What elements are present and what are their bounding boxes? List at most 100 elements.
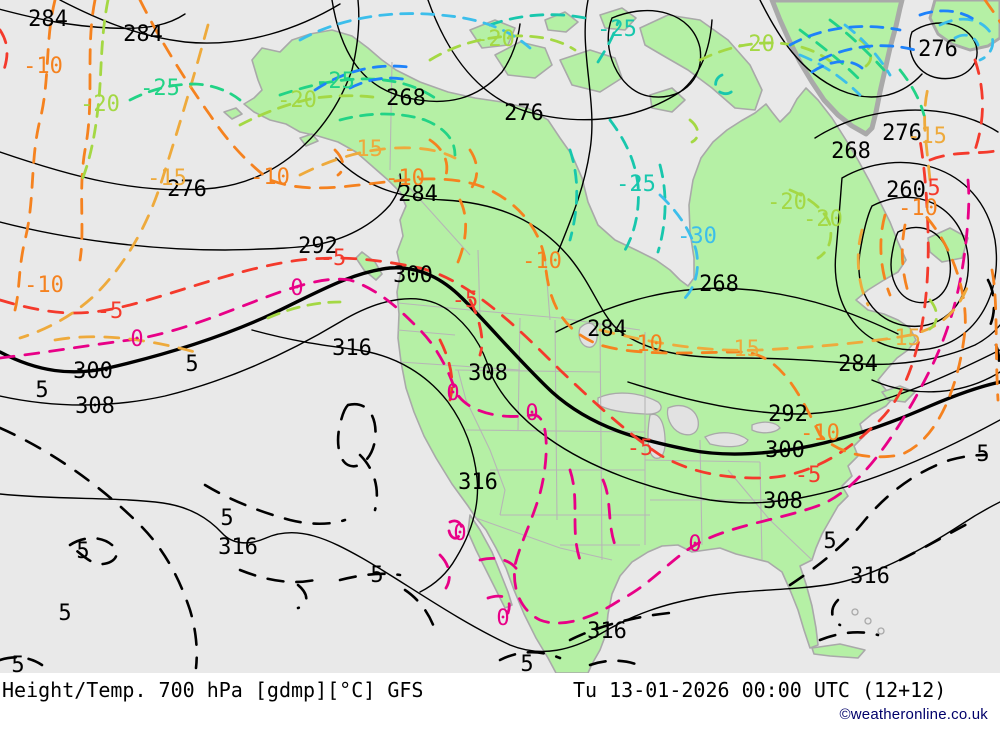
contour-label--20: -20 bbox=[277, 88, 317, 113]
contour-label--25: -25 bbox=[616, 172, 656, 197]
contour-label-308: 308 bbox=[75, 394, 115, 419]
temp-contours-minus5 bbox=[0, 28, 1000, 480]
contour-label--10: -10 bbox=[522, 249, 562, 274]
contour-label-5: 5 bbox=[11, 653, 24, 673]
lake-erie bbox=[704, 432, 749, 448]
contour-label-0: 0 bbox=[688, 532, 701, 557]
contour-label-5: 5 bbox=[370, 563, 383, 588]
contour-label--5: -5 bbox=[452, 288, 479, 313]
map-title: Height/Temp. 700 hPa [gdmp][°C] GFS bbox=[2, 678, 424, 702]
contour-label-300: 300 bbox=[765, 438, 805, 463]
contour-label-292: 292 bbox=[768, 402, 808, 427]
contour-label-5: 5 bbox=[520, 652, 533, 673]
aleutian-island bbox=[223, 107, 243, 120]
contour-label-276: 276 bbox=[882, 121, 922, 146]
contour-label-5: 5 bbox=[76, 539, 89, 564]
contour-meridional bbox=[557, 0, 593, 253]
contour-276-west bbox=[0, 0, 360, 191]
contour-284-b bbox=[59, 0, 341, 44]
contour-label--10: -10 bbox=[385, 166, 425, 191]
contour-label--5: -5 bbox=[97, 299, 124, 324]
contour-label-268: 268 bbox=[699, 272, 739, 297]
low-arc-top bbox=[814, 109, 999, 139]
contour-label--20: -20 bbox=[80, 92, 120, 117]
arctic-island-3 bbox=[544, 11, 579, 33]
contour-label--30: -30 bbox=[677, 224, 717, 249]
low-arc-bottom bbox=[871, 371, 1000, 393]
low-ring-mid bbox=[858, 196, 970, 328]
contour-label-5: 5 bbox=[823, 529, 836, 554]
contour-label-316: 316 bbox=[850, 564, 890, 589]
temp-contours-minus35 bbox=[313, 9, 977, 92]
contour-label-5: 5 bbox=[220, 506, 233, 531]
contour-label-0: 0 bbox=[290, 276, 303, 301]
contour-label-0: 0 bbox=[525, 401, 538, 426]
contour-label--10: -10 bbox=[623, 332, 663, 357]
contour-284-a bbox=[0, 8, 186, 30]
contour-268-hudson bbox=[555, 287, 899, 335]
contour-label-5: 5 bbox=[927, 176, 940, 201]
contour-label--10: -10 bbox=[250, 165, 290, 190]
contour-label-284: 284 bbox=[587, 317, 627, 342]
bahamas-3 bbox=[877, 627, 885, 635]
low-ring-outer bbox=[834, 161, 997, 351]
contour-label--5: -5 bbox=[795, 463, 822, 488]
contour-308-long bbox=[0, 298, 1000, 504]
temp-contours-minus25-teal bbox=[488, 13, 736, 257]
contour-label-300: 300 bbox=[393, 263, 433, 288]
arctic-oval bbox=[607, 9, 702, 98]
contour-map-canvas: 284 284 268 276 276 284 292 300 316 308 316 300 308 2… bbox=[0, 0, 1000, 673]
contour-label--20: -20 bbox=[767, 190, 807, 215]
contour-label--20: -20 bbox=[475, 27, 515, 52]
contour-label--25: -25 bbox=[315, 69, 355, 94]
contour-label-316: 316 bbox=[218, 535, 258, 560]
contour-label-0: 0 bbox=[446, 381, 459, 406]
contour-label--15: -15 bbox=[720, 337, 760, 362]
temp-contours-minus25 bbox=[128, 18, 926, 157]
contour-label--25: -25 bbox=[140, 76, 180, 101]
lake-ontario bbox=[751, 421, 781, 434]
contour-label-276: 276 bbox=[504, 101, 544, 126]
contour-284-long bbox=[335, 157, 1000, 366]
lake-huron bbox=[666, 405, 699, 436]
contour-316-south bbox=[0, 493, 1000, 653]
contour-label-5: 5 bbox=[185, 352, 198, 377]
contour-label--15: -15 bbox=[147, 166, 187, 191]
contour-292-east bbox=[627, 349, 1000, 415]
contour-label-284: 284 bbox=[28, 7, 68, 32]
contour-label-0: 0 bbox=[496, 606, 509, 631]
bahamas-2 bbox=[864, 617, 872, 625]
banks-island bbox=[494, 41, 553, 79]
contour-label--10: -10 bbox=[23, 54, 63, 79]
contour-label--10: -10 bbox=[24, 273, 64, 298]
temp-contours-minus15 bbox=[18, 23, 972, 354]
cuba bbox=[811, 643, 866, 659]
contour-label--10: -10 bbox=[800, 421, 840, 446]
temp-contours-zero bbox=[0, 178, 971, 625]
contour-label-316: 316 bbox=[332, 336, 372, 361]
loop-top-right-276 bbox=[909, 22, 978, 80]
contour-label-316: 316 bbox=[458, 470, 498, 495]
contour-greenland-east bbox=[759, 0, 923, 98]
height-contours bbox=[0, 0, 1000, 653]
contour-label-284: 284 bbox=[123, 22, 163, 47]
contour-label-308: 308 bbox=[468, 361, 508, 386]
contour-label-268: 268 bbox=[386, 86, 426, 111]
map-valid-time: Tu 13-01-2026 00:00 UTC (12+12) bbox=[573, 678, 947, 702]
contour-292-west bbox=[0, 173, 402, 251]
contour-label--25: -25 bbox=[597, 17, 637, 42]
low-ring-inner bbox=[890, 226, 951, 304]
contour-label-284: 284 bbox=[398, 182, 438, 207]
contour-316-coastal bbox=[251, 329, 479, 593]
contour-label-5: 5 bbox=[58, 601, 71, 626]
contour-label--5: -5 bbox=[627, 436, 654, 461]
contour-label--10: -10 bbox=[898, 196, 938, 221]
temp-contours-minus20 bbox=[80, 0, 938, 332]
lake-michigan bbox=[647, 413, 666, 459]
contour-label--5: -5 bbox=[320, 246, 347, 271]
contour-label-0: 0 bbox=[130, 327, 143, 352]
copyright-link[interactable]: ©weatheronline.co.uk bbox=[839, 706, 988, 723]
contour-label-284: 284 bbox=[838, 352, 878, 377]
contour-label-276: 276 bbox=[918, 37, 958, 62]
